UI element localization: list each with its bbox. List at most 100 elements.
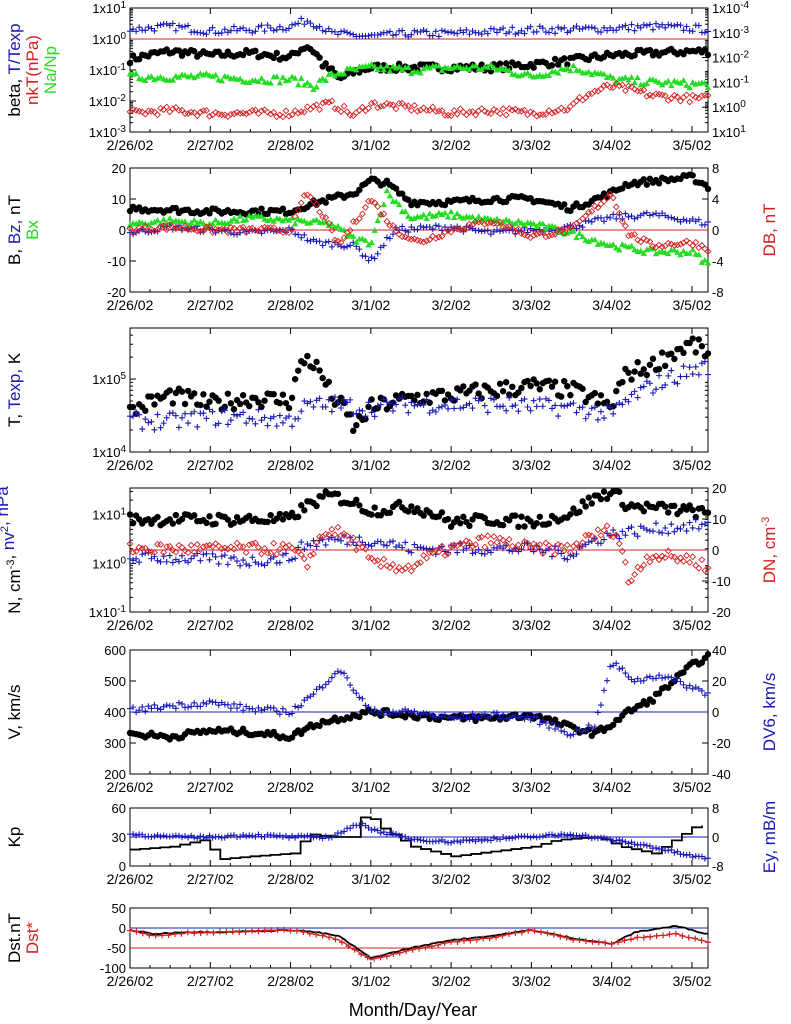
data-point <box>573 409 580 416</box>
data-point <box>653 675 660 682</box>
data-point <box>356 407 363 414</box>
data-point <box>677 507 684 515</box>
x-tick-label: 2/28/02 <box>267 297 314 313</box>
data-point <box>377 211 385 219</box>
data-point <box>451 715 458 722</box>
data-point <box>359 252 366 259</box>
data-point <box>518 546 525 553</box>
data-point <box>365 104 372 112</box>
data-point <box>536 721 543 728</box>
data-point <box>656 212 663 219</box>
data-point <box>395 99 403 107</box>
data-point <box>175 699 182 706</box>
data-point <box>341 396 348 403</box>
data-point <box>668 521 675 528</box>
y-right-tick-label: -40 <box>712 767 731 782</box>
data-point <box>695 685 702 692</box>
data-point <box>224 421 231 428</box>
data-point <box>398 190 406 197</box>
data-point <box>677 22 684 29</box>
x-tick-label: 3/2/02 <box>432 871 471 887</box>
data-point <box>343 532 351 540</box>
data-point <box>310 834 317 841</box>
data-point <box>230 519 238 527</box>
series-green-triangle <box>126 187 712 266</box>
data-point <box>527 716 534 723</box>
data-point <box>432 107 440 115</box>
data-point <box>659 210 666 217</box>
x-tick-label: 3/5/02 <box>672 779 711 795</box>
data-point <box>240 409 247 416</box>
y-axis-label: N, cm-3, nv2, nPa <box>0 486 24 614</box>
data-point <box>346 411 354 418</box>
data-point <box>600 70 608 77</box>
data-point <box>579 385 586 392</box>
x-tick-label: 3/3/02 <box>512 617 551 633</box>
data-point <box>448 714 455 721</box>
data-point <box>239 223 247 231</box>
data-point <box>417 401 424 408</box>
data-point <box>561 403 568 410</box>
data-point <box>625 232 632 240</box>
panel-2: 2/26/02 2/27/02 2/28/02 3/1/02 3/2/02 3/3/02 3… <box>5 161 779 313</box>
data-point <box>511 545 519 553</box>
y-right-tick-label: -8 <box>712 859 724 874</box>
data-point <box>512 512 519 519</box>
data-point <box>705 939 711 946</box>
data-point <box>383 187 391 194</box>
data-point <box>221 403 229 411</box>
data-point <box>429 407 436 414</box>
data-point <box>680 216 687 223</box>
data-point <box>704 259 712 266</box>
data-point <box>353 690 360 697</box>
data-point <box>515 523 522 531</box>
data-point <box>267 549 275 557</box>
data-point <box>695 216 702 223</box>
data-point <box>255 543 262 551</box>
data-point <box>172 223 179 230</box>
data-point <box>643 80 651 86</box>
data-point <box>392 185 400 192</box>
x-tick-label: 3/5/02 <box>672 297 711 313</box>
data-point <box>521 523 528 530</box>
x-tick-label: 2/27/02 <box>187 457 234 473</box>
data-point <box>407 107 415 114</box>
data-point <box>135 224 143 232</box>
data-point <box>603 495 611 503</box>
data-point <box>573 832 580 839</box>
data-point <box>548 62 556 69</box>
data-point <box>609 74 617 81</box>
data-point <box>582 727 589 734</box>
data-point <box>340 102 348 110</box>
data-point <box>291 74 299 81</box>
data-point <box>331 531 339 539</box>
data-point <box>191 552 198 559</box>
data-point <box>270 704 277 711</box>
data-point <box>637 238 645 246</box>
data-point <box>594 241 602 247</box>
data-point <box>365 197 372 205</box>
data-point <box>304 237 311 244</box>
data-point <box>554 69 562 76</box>
data-point <box>441 28 448 35</box>
data-point <box>631 841 638 848</box>
y-axis-label: B, Bz, nT <box>5 195 24 265</box>
y-right-tick-label: 20 <box>712 481 726 496</box>
data-point <box>212 422 219 429</box>
data-point <box>655 365 663 373</box>
data-point <box>126 59 134 67</box>
data-point <box>509 24 516 31</box>
data-point <box>460 547 467 554</box>
data-point <box>408 70 415 76</box>
data-point <box>310 403 317 410</box>
data-point <box>490 64 498 71</box>
data-point <box>236 224 244 232</box>
data-point <box>460 29 467 36</box>
data-point <box>579 233 586 240</box>
data-point <box>411 541 418 548</box>
data-point <box>692 238 700 246</box>
data-point <box>301 507 308 514</box>
data-point <box>701 692 708 699</box>
data-point <box>441 711 448 718</box>
data-point <box>579 215 587 223</box>
